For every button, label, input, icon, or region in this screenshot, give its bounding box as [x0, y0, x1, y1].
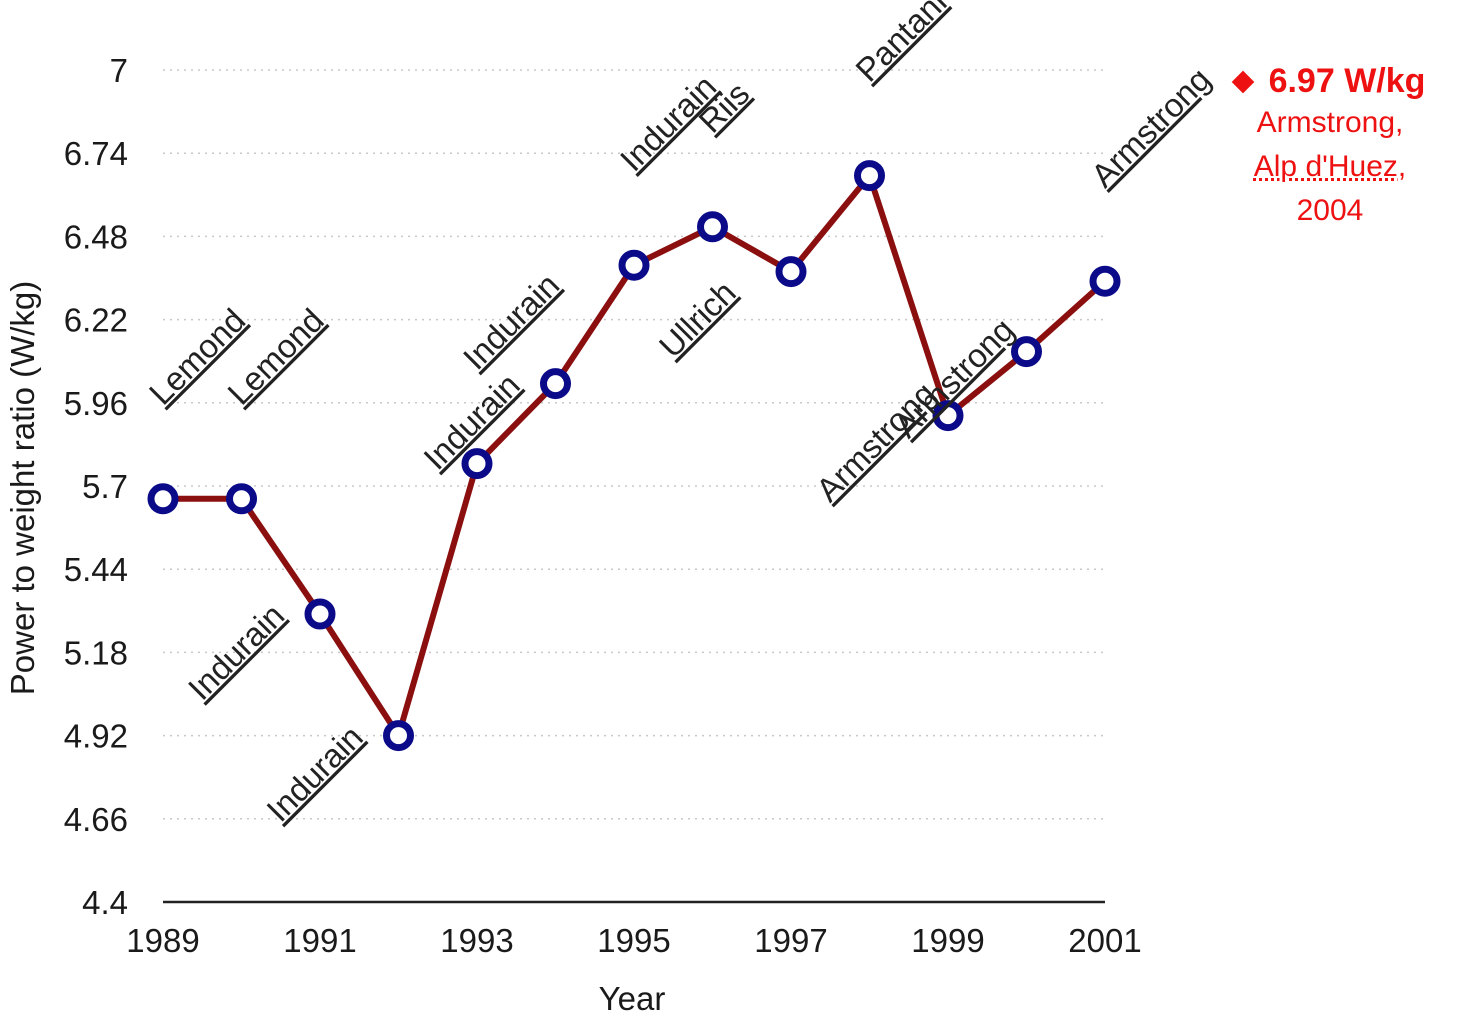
callout-details: Armstrong, Alp d'Huez, 2004 — [1200, 101, 1460, 233]
data-point — [1089, 265, 1121, 297]
y-tick-label: 5.18 — [64, 634, 128, 671]
point-labels: LemondLemondIndurainIndurainIndurainIndu… — [142, 0, 1218, 829]
x-axis-title: Year — [599, 980, 666, 1017]
x-axis-ticks: 1989 1991 1993 1995 1997 1999 2001 — [126, 922, 1141, 959]
record-callout: 6.97 W/kg Armstrong, Alp d'Huez, 2004 — [1200, 62, 1460, 233]
callout-year: 2004 — [1296, 194, 1364, 227]
callout-value: 6.97 W/kg — [1268, 62, 1426, 100]
data-markers — [147, 160, 1121, 752]
data-point — [697, 211, 728, 243]
callout-rider: Armstrong, — [1256, 106, 1404, 139]
data-point — [618, 249, 650, 281]
diamond-icon — [1231, 70, 1254, 93]
y-tick-label: 5.44 — [64, 551, 128, 588]
callout-location: Alp d'Huez, — [1253, 150, 1407, 183]
data-point — [147, 483, 179, 515]
data-point — [226, 483, 257, 515]
y-tick-label: 4.92 — [64, 718, 128, 755]
x-tick-label: 1997 — [754, 922, 827, 959]
y-tick-label: 4.66 — [64, 801, 128, 838]
y-tick-label: 5.7 — [82, 468, 128, 505]
point-label: Indurain — [259, 718, 369, 828]
y-tick-label: 5.96 — [64, 385, 128, 422]
data-point — [854, 160, 885, 192]
y-tick-label: 7 — [110, 52, 128, 89]
point-label: Ullrich — [652, 274, 743, 365]
y-tick-label: 6.48 — [64, 218, 128, 255]
x-tick-label: 2001 — [1068, 922, 1141, 959]
point-label: Indurain — [456, 266, 566, 376]
x-tick-label: 1995 — [597, 922, 670, 959]
data-point — [304, 598, 336, 630]
point-label: Pantani — [848, 0, 953, 89]
x-tick-label: 1989 — [126, 922, 199, 959]
y-tick-label: 4.4 — [82, 884, 128, 921]
y-tick-label: 6.74 — [64, 135, 128, 172]
point-label: Armstrong — [1084, 60, 1218, 194]
data-point — [1011, 336, 1042, 368]
data-point — [775, 256, 807, 288]
data-point — [461, 448, 493, 480]
data-point — [383, 720, 414, 752]
y-axis-title: Power to weight ratio (W/kg) — [4, 281, 41, 695]
x-tick-label: 1991 — [283, 922, 356, 959]
gridlines — [163, 69, 1105, 820]
y-tick-label: 6.22 — [64, 302, 128, 339]
data-point — [540, 368, 571, 400]
callout-headline: 6.97 W/kg — [1200, 62, 1460, 101]
x-tick-label: 1999 — [911, 922, 984, 959]
point-label: Indurain — [181, 596, 291, 706]
x-tick-label: 1993 — [440, 922, 513, 959]
data-point — [932, 400, 964, 432]
y-axis-ticks: 4.4 4.66 4.92 5.18 5.44 5.7 5.96 6.22 6.48 6.74 7 — [64, 52, 128, 921]
